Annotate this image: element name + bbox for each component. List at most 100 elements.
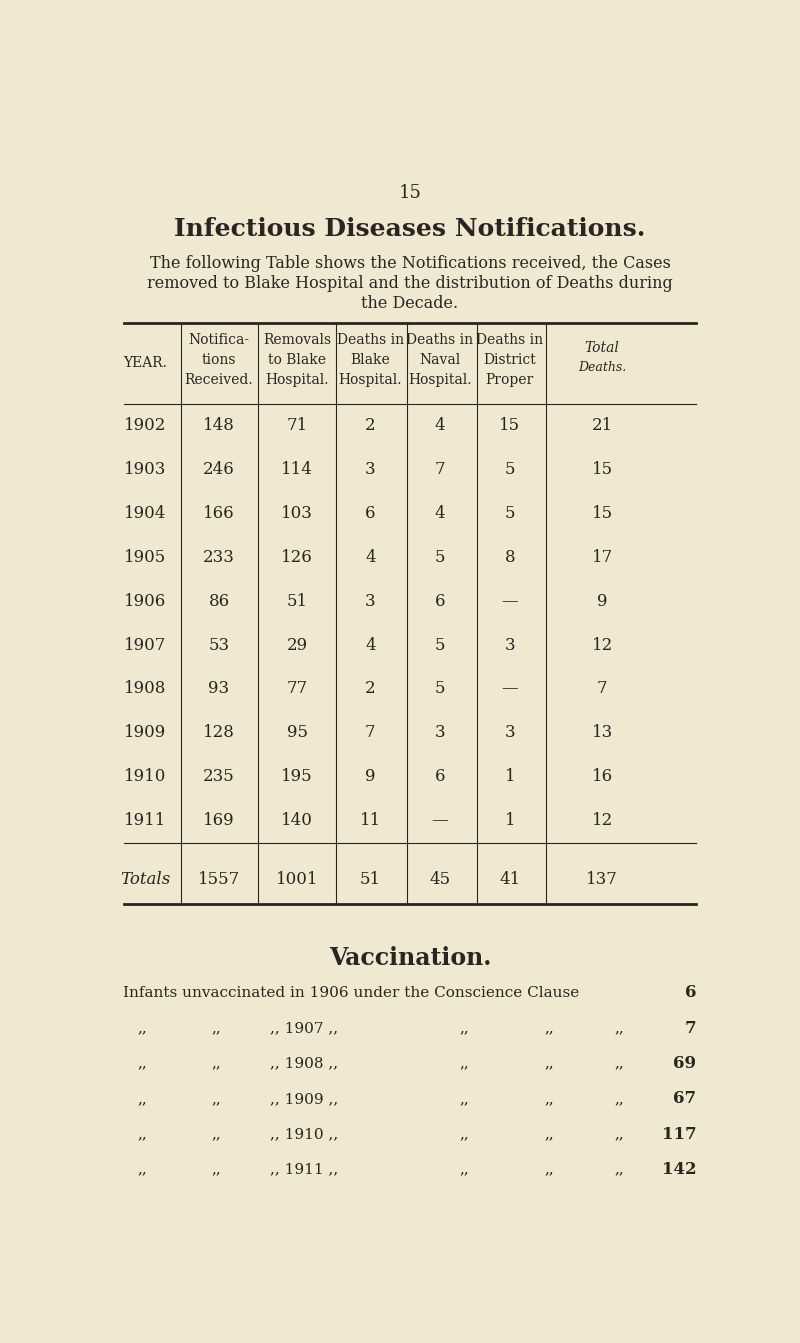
- Text: 69: 69: [674, 1056, 697, 1072]
- Text: ,, 1908 ,,: ,, 1908 ,,: [270, 1057, 338, 1070]
- Text: ,,: ,,: [459, 1092, 469, 1105]
- Text: 15: 15: [592, 461, 613, 478]
- Text: Totals: Totals: [120, 872, 170, 889]
- Text: 15: 15: [592, 505, 613, 522]
- Text: 7: 7: [434, 461, 445, 478]
- Text: 86: 86: [209, 592, 230, 610]
- Text: 15: 15: [499, 418, 520, 434]
- Text: Total: Total: [585, 341, 620, 355]
- Text: 3: 3: [505, 637, 515, 654]
- Text: Naval: Naval: [419, 353, 460, 367]
- Text: 7: 7: [597, 681, 607, 697]
- Text: 195: 195: [282, 768, 313, 786]
- Text: 137: 137: [586, 872, 618, 889]
- Text: 12: 12: [591, 813, 613, 829]
- Text: 1905: 1905: [124, 549, 166, 565]
- Text: Hospital.: Hospital.: [338, 373, 402, 387]
- Text: 7: 7: [685, 1019, 697, 1037]
- Text: 1: 1: [505, 768, 515, 786]
- Text: 53: 53: [209, 637, 230, 654]
- Text: Removals: Removals: [263, 333, 331, 346]
- Text: 1903: 1903: [124, 461, 166, 478]
- Text: Deaths in: Deaths in: [406, 333, 474, 346]
- Text: ,,: ,,: [459, 1057, 469, 1070]
- Text: 45: 45: [429, 872, 450, 889]
- Text: 1906: 1906: [124, 592, 166, 610]
- Text: ,,: ,,: [138, 1127, 147, 1142]
- Text: 5: 5: [505, 461, 515, 478]
- Text: 7: 7: [365, 724, 376, 741]
- Text: Notifica-: Notifica-: [189, 333, 250, 346]
- Text: 114: 114: [282, 461, 313, 478]
- Text: 9: 9: [597, 592, 607, 610]
- Text: 140: 140: [282, 813, 313, 829]
- Text: ,,: ,,: [545, 1163, 554, 1176]
- Text: 3: 3: [505, 724, 515, 741]
- Text: 2: 2: [365, 681, 376, 697]
- Text: 3: 3: [365, 461, 376, 478]
- Text: 5: 5: [505, 505, 515, 522]
- Text: 29: 29: [286, 637, 308, 654]
- Text: ,,: ,,: [545, 1057, 554, 1070]
- Text: 77: 77: [286, 681, 308, 697]
- Text: 3: 3: [434, 724, 445, 741]
- Text: 1908: 1908: [124, 681, 166, 697]
- Text: —: —: [502, 592, 518, 610]
- Text: 246: 246: [203, 461, 235, 478]
- Text: ,,: ,,: [545, 1127, 554, 1142]
- Text: ,,: ,,: [459, 1163, 469, 1176]
- Text: 235: 235: [203, 768, 235, 786]
- Text: the Decade.: the Decade.: [362, 295, 458, 312]
- Text: 1909: 1909: [124, 724, 166, 741]
- Text: ,, 1909 ,,: ,, 1909 ,,: [270, 1092, 338, 1105]
- Text: 1902: 1902: [124, 418, 166, 434]
- Text: ,,: ,,: [138, 1021, 147, 1035]
- Text: 4: 4: [434, 505, 445, 522]
- Text: 12: 12: [591, 637, 613, 654]
- Text: Deaths in: Deaths in: [337, 333, 404, 346]
- Text: 148: 148: [203, 418, 235, 434]
- Text: removed to Blake Hospital and the distribution of Deaths during: removed to Blake Hospital and the distri…: [147, 275, 673, 293]
- Text: 169: 169: [203, 813, 235, 829]
- Text: Received.: Received.: [185, 373, 254, 387]
- Text: ,,: ,,: [211, 1057, 221, 1070]
- Text: ,,: ,,: [211, 1127, 221, 1142]
- Text: 21: 21: [591, 418, 613, 434]
- Text: 5: 5: [434, 681, 445, 697]
- Text: 15: 15: [398, 184, 422, 203]
- Text: 6: 6: [434, 768, 445, 786]
- Text: ,,: ,,: [614, 1163, 624, 1176]
- Text: —: —: [502, 681, 518, 697]
- Text: ,,: ,,: [614, 1057, 624, 1070]
- Text: ,,: ,,: [614, 1127, 624, 1142]
- Text: Deaths in: Deaths in: [476, 333, 543, 346]
- Text: Deaths.: Deaths.: [578, 361, 626, 373]
- Text: 71: 71: [286, 418, 308, 434]
- Text: 51: 51: [286, 592, 308, 610]
- Text: 103: 103: [282, 505, 313, 522]
- Text: 4: 4: [365, 549, 376, 565]
- Text: ,,: ,,: [138, 1163, 147, 1176]
- Text: 1911: 1911: [124, 813, 166, 829]
- Text: District: District: [483, 353, 536, 367]
- Text: 5: 5: [434, 637, 445, 654]
- Text: 1904: 1904: [124, 505, 166, 522]
- Text: tions: tions: [202, 353, 236, 367]
- Text: 9: 9: [365, 768, 375, 786]
- Text: to Blake: to Blake: [268, 353, 326, 367]
- Text: Vaccination.: Vaccination.: [329, 947, 491, 971]
- Text: The following Table shows the Notifications received, the Cases: The following Table shows the Notificati…: [150, 255, 670, 273]
- Text: 142: 142: [662, 1162, 697, 1178]
- Text: ,,: ,,: [459, 1127, 469, 1142]
- Text: 166: 166: [203, 505, 235, 522]
- Text: 5: 5: [434, 549, 445, 565]
- Text: 6: 6: [685, 984, 697, 1001]
- Text: Proper: Proper: [486, 373, 534, 387]
- Text: ,, 1910 ,,: ,, 1910 ,,: [270, 1127, 338, 1142]
- Text: —: —: [431, 813, 448, 829]
- Text: 13: 13: [591, 724, 613, 741]
- Text: 4: 4: [365, 637, 376, 654]
- Text: 4: 4: [434, 418, 445, 434]
- Text: 1557: 1557: [198, 872, 240, 889]
- Text: 2: 2: [365, 418, 376, 434]
